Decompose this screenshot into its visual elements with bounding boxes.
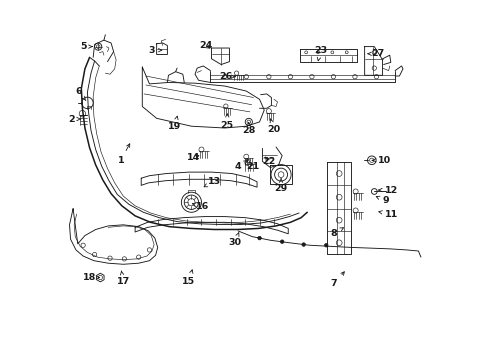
Text: 9: 9 xyxy=(375,196,388,205)
Circle shape xyxy=(280,240,284,243)
Text: 23: 23 xyxy=(313,46,326,61)
Text: 10: 10 xyxy=(371,156,390,165)
Text: 7: 7 xyxy=(330,272,344,288)
Text: 15: 15 xyxy=(182,270,195,285)
Text: 18: 18 xyxy=(83,273,99,282)
Text: 29: 29 xyxy=(274,179,287,193)
Text: 8: 8 xyxy=(330,228,343,238)
Text: 19: 19 xyxy=(167,116,181,131)
Text: 27: 27 xyxy=(367,49,384,58)
Text: 24: 24 xyxy=(199,41,212,50)
Text: 11: 11 xyxy=(378,210,397,219)
Text: 28: 28 xyxy=(242,123,255,135)
Text: 26: 26 xyxy=(219,72,235,81)
Text: 20: 20 xyxy=(267,119,280,134)
Text: 21: 21 xyxy=(245,158,259,171)
Text: 5: 5 xyxy=(80,42,92,51)
Text: 22: 22 xyxy=(262,157,275,166)
Text: 13: 13 xyxy=(203,177,220,187)
Text: 12: 12 xyxy=(378,185,397,194)
Text: 16: 16 xyxy=(192,202,208,211)
Circle shape xyxy=(257,236,261,240)
Text: 17: 17 xyxy=(117,271,130,285)
Text: 2: 2 xyxy=(68,114,81,123)
Text: 1: 1 xyxy=(117,144,129,165)
Text: 25: 25 xyxy=(220,114,233,130)
Text: 4: 4 xyxy=(234,161,247,171)
Text: 14: 14 xyxy=(186,153,200,162)
Text: 3: 3 xyxy=(148,46,162,55)
Circle shape xyxy=(324,243,327,247)
Text: 6: 6 xyxy=(75,86,85,100)
Text: 30: 30 xyxy=(227,233,241,247)
Circle shape xyxy=(301,243,305,246)
